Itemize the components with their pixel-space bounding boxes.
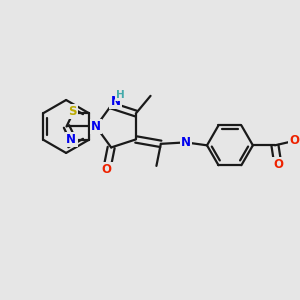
Text: S: S — [69, 105, 77, 118]
Text: O: O — [273, 158, 283, 171]
Text: N: N — [181, 136, 191, 149]
Text: N: N — [91, 120, 101, 133]
Text: N: N — [66, 133, 76, 146]
Text: H: H — [116, 90, 124, 100]
Text: N: N — [111, 94, 121, 108]
Text: O: O — [289, 134, 299, 147]
Text: O: O — [102, 163, 112, 176]
